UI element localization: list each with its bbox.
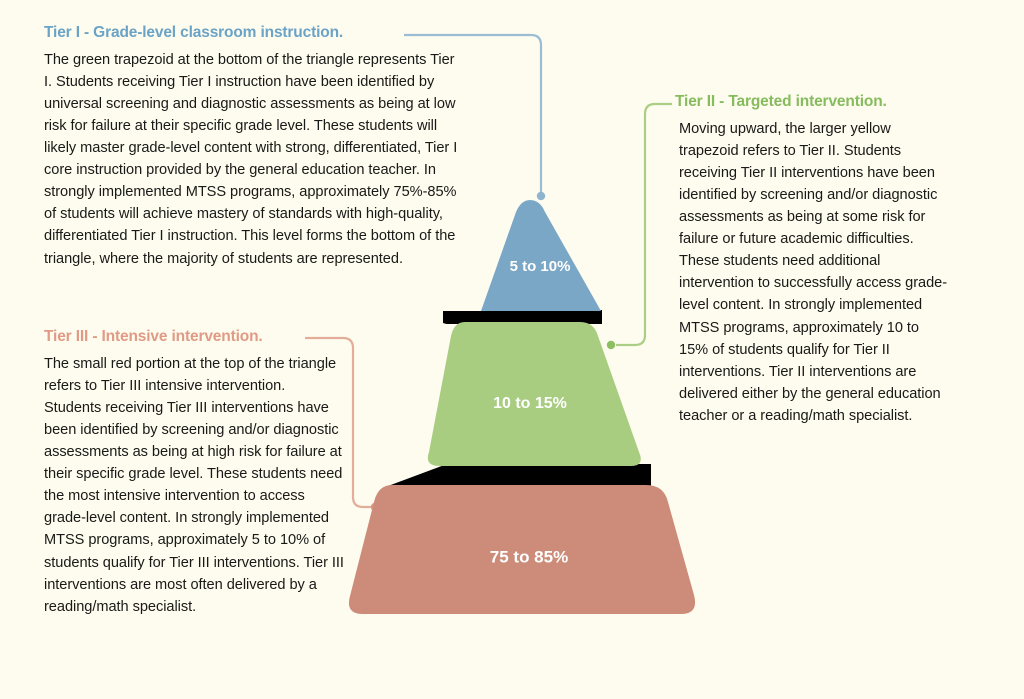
pyramid-level-apex[interactable] [481, 200, 601, 311]
tier3-text-block: Tier III - Intensive intervention. The s… [44, 328, 354, 618]
pyramid-label-middle: 10 to 15% [493, 395, 567, 412]
tier2-heading: Tier II - Targeted intervention. [675, 93, 887, 110]
tier3-body: The small red portion at the top of the … [44, 355, 344, 615]
pyramid-label-base: 75 to 85% [490, 547, 568, 566]
tier1-body: The green trapezoid at the bottom of the… [44, 51, 458, 267]
shadow-wedge-upper [443, 310, 602, 324]
tier1-heading: Tier I - Grade-level classroom instructi… [44, 24, 344, 41]
pyramid-level-base[interactable] [348, 485, 696, 614]
pyramid-label-apex: 5 to 10% [510, 258, 571, 275]
tier2-text-block: Tier II - Targeted intervention. Moving … [675, 93, 955, 427]
tier1-text-block: Tier I - Grade-level classroom instructi… [44, 24, 464, 270]
pyramid-level-middle[interactable] [427, 322, 641, 466]
shadow-wedge-lower [388, 464, 651, 486]
tier2-body: Moving upward, the larger yellow trapezo… [679, 120, 948, 425]
tier3-heading: Tier III - Intensive intervention. [44, 328, 263, 345]
